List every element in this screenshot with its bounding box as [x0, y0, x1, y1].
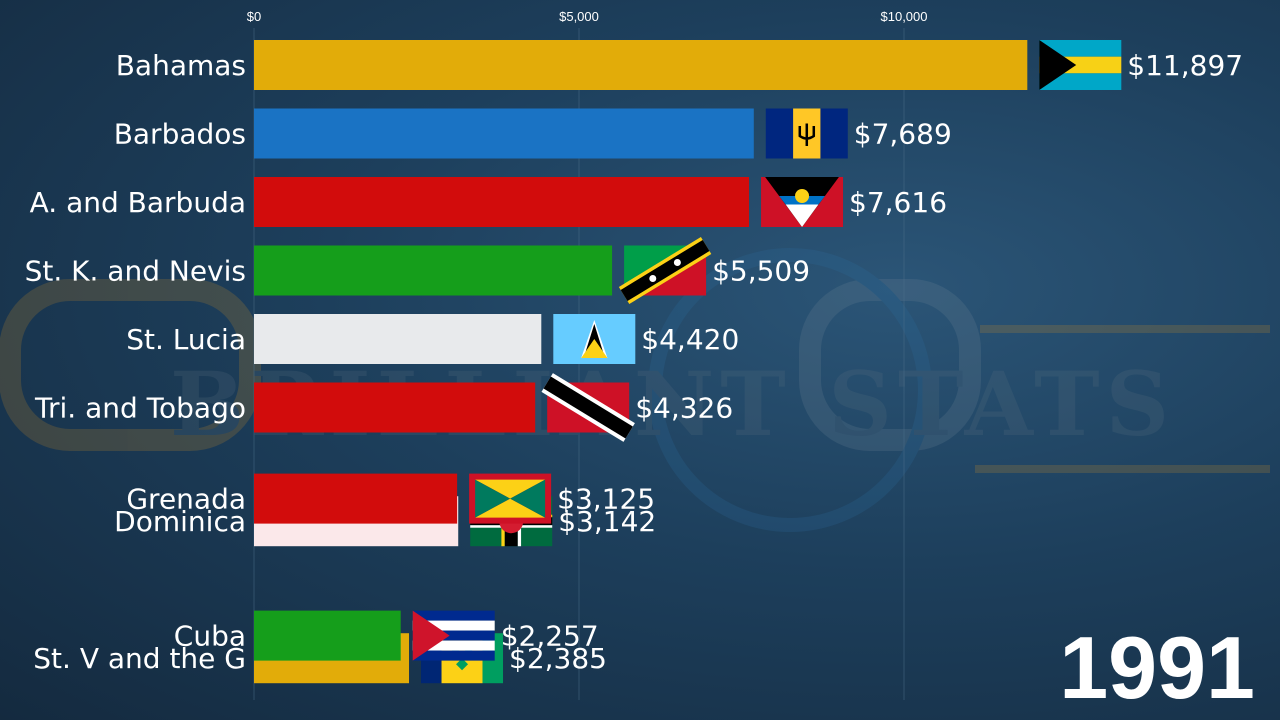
- value-label: $4,420: [641, 323, 739, 356]
- country-label: Grenada: [126, 483, 246, 516]
- bar: [254, 314, 542, 364]
- trinidad-flag-icon: [541, 373, 635, 442]
- year-label: 1991: [1059, 618, 1255, 717]
- tick-label-0: $0: [247, 9, 261, 24]
- bar-group-st-lucia: St. Lucia $4,420: [126, 314, 739, 364]
- bar-group-grenada: Grenada $3,125: [126, 473, 655, 524]
- country-label: Tri. and Tobago: [34, 392, 246, 425]
- bar: [254, 473, 458, 524]
- barbados-flag-icon: [765, 108, 848, 159]
- bar: [254, 177, 750, 227]
- bar: [254, 610, 401, 661]
- value-label: $7,689: [854, 118, 952, 151]
- bar: [254, 245, 613, 296]
- bar: [254, 40, 1028, 90]
- country-label: Bahamas: [116, 49, 246, 82]
- antigua-flag-icon: [761, 177, 844, 227]
- bar-group-tri-and-tobago: Tri. and Tobago $4,326: [34, 373, 733, 442]
- value-label: $11,897: [1127, 49, 1243, 82]
- country-label: St. Lucia: [126, 323, 246, 356]
- bar-group-st-k-and-nevis: St. K. and Nevis $5,509: [25, 236, 810, 305]
- grenada-flag-icon: [469, 473, 552, 524]
- bar: [254, 108, 754, 159]
- country-label: Barbados: [114, 118, 246, 151]
- value-label: $7,616: [849, 186, 947, 219]
- bar-group-bahamas: Bahamas $11,897: [116, 40, 1243, 90]
- stkitts-flag-icon: [618, 236, 712, 305]
- bahamas-flag-icon: [1039, 40, 1122, 90]
- bars: Bahamas $11,897 Barbados $7,689 A. and Barbu…: [25, 40, 1243, 684]
- value-label: $5,509: [712, 255, 810, 288]
- bar: [254, 382, 536, 433]
- bar-group-cuba: Cuba $2,257: [174, 610, 599, 661]
- value-label: $4,326: [635, 392, 733, 425]
- country-label: St. K. and Nevis: [25, 255, 246, 288]
- country-label: St. V and the G: [33, 642, 246, 675]
- value-label: $2,385: [509, 642, 607, 675]
- value-label: $2,257: [501, 620, 599, 653]
- cuba-flag-icon: [412, 610, 495, 661]
- stlucia-flag-icon: [553, 314, 636, 364]
- value-label: $3,125: [557, 483, 655, 516]
- bar-group-barbados: Barbados $7,689: [114, 108, 952, 159]
- country-label: Dominica: [114, 505, 246, 538]
- country-label: Cuba: [174, 620, 246, 653]
- bar-group-a-and-barbuda: A. and Barbuda $7,616: [30, 177, 947, 227]
- x-axis-ticks: $0 $5,000 $10,000: [247, 9, 928, 24]
- value-label: $3,142: [558, 505, 656, 538]
- tick-label-2: $10,000: [881, 9, 928, 24]
- tick-label-1: $5,000: [559, 9, 599, 24]
- country-label: A. and Barbuda: [30, 186, 246, 219]
